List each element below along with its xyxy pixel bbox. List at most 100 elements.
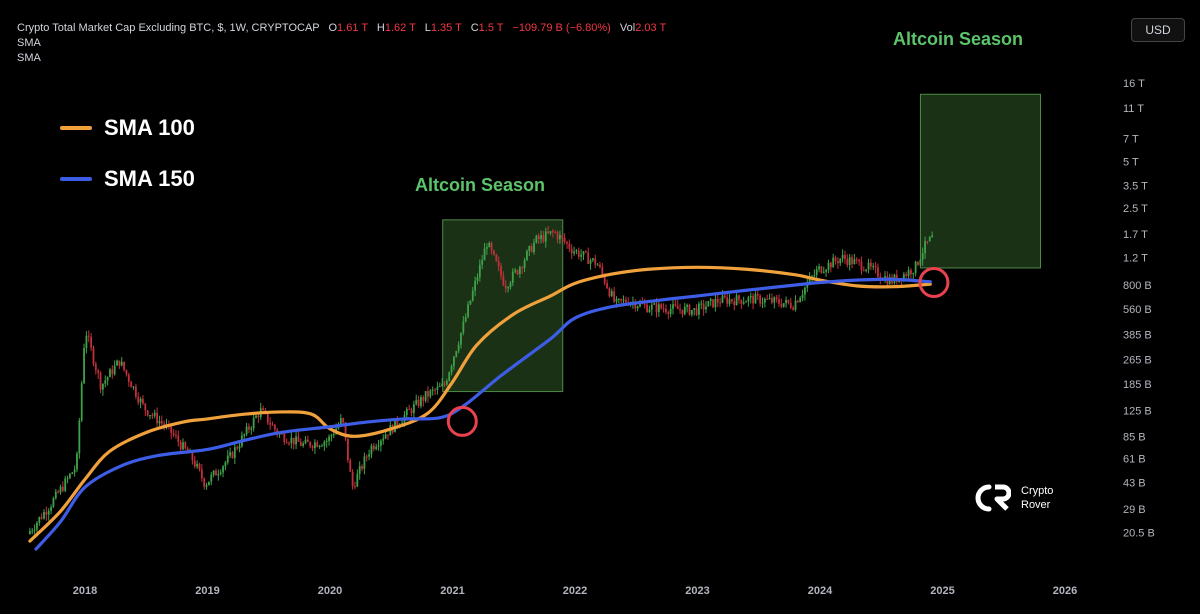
candle-body (858, 259, 861, 262)
candle-body (365, 456, 368, 458)
candle-body (90, 336, 93, 348)
sma150-line (34, 277, 932, 551)
candle-body (295, 436, 297, 445)
candle-body (730, 299, 733, 302)
candle-body (822, 271, 825, 273)
volume-key: Vol (619, 22, 636, 34)
candle-body (231, 452, 234, 458)
candle-body (865, 269, 868, 271)
candle-body (686, 304, 689, 307)
candle-body (170, 424, 173, 434)
candle-body (832, 257, 835, 268)
candle-body (742, 302, 745, 304)
candle-body (193, 460, 196, 467)
candle-body (396, 419, 399, 426)
x-tick-label: 2022 (563, 585, 587, 597)
candle-body (370, 445, 373, 455)
candle-body (76, 453, 78, 470)
candle-body (785, 299, 787, 304)
indicator-sma-1[interactable]: SMA (17, 37, 41, 49)
candle-body (592, 258, 594, 261)
x-tick-label: 2020 (318, 585, 342, 597)
candle-body (681, 309, 684, 315)
candle-body (252, 417, 255, 429)
candle-body (377, 445, 380, 447)
candle-body (735, 295, 738, 306)
candle-body (646, 304, 648, 313)
candle-body (914, 261, 917, 273)
candle-body (304, 439, 307, 444)
candle-body (172, 433, 175, 435)
legend-sma100: SMA 100 (60, 115, 195, 141)
candle-body (926, 241, 929, 243)
candle-body (700, 303, 703, 305)
candle-body (283, 433, 286, 443)
candle-body (674, 304, 677, 306)
y-tick-label: 265 B (1123, 355, 1152, 367)
x-tick-label: 2026 (1053, 585, 1077, 597)
candle-body (622, 299, 625, 301)
candle-body (99, 373, 102, 390)
candle-body (705, 306, 707, 310)
candle-body (54, 491, 57, 499)
candle-body (415, 399, 418, 405)
candle-body (544, 231, 547, 242)
candle-body (910, 270, 912, 275)
y-tick-label: 3.5 T (1123, 180, 1148, 192)
candle-body (297, 436, 300, 442)
candle-body (599, 264, 601, 267)
candle-body (716, 298, 719, 303)
candle-body (872, 266, 875, 268)
candle-body (45, 511, 48, 515)
candle-body (464, 316, 467, 322)
candle-body (64, 478, 67, 491)
candle-body (516, 270, 519, 275)
y-axis: 16 T 11 T 7 T 5 T 3.5 T 2.5 T 1.7 T 1.2 T 800 B 5… (1123, 78, 1155, 540)
candle-body (271, 424, 274, 426)
candle-body (787, 299, 790, 303)
brand-watermark: Crypto Rover (975, 484, 1053, 512)
candle-body (417, 399, 420, 407)
candle-body (177, 435, 180, 442)
candle-body (363, 456, 366, 469)
candle-body (584, 251, 587, 253)
candle-body (292, 437, 295, 445)
high-key: H (376, 22, 385, 34)
candle-body (818, 266, 820, 270)
candle-body (208, 481, 210, 486)
candle-body (570, 248, 573, 254)
candle-body (478, 264, 481, 278)
candle-body (789, 302, 792, 308)
candle-body (815, 269, 818, 275)
candle-body (116, 360, 118, 366)
candle-body (924, 241, 926, 254)
candles (28, 226, 934, 535)
candle-body (634, 301, 637, 309)
candle-body (839, 258, 842, 264)
currency-button[interactable]: USD (1131, 18, 1185, 42)
candle-body (804, 287, 806, 295)
candle-body (469, 300, 472, 305)
candle-body (723, 295, 726, 298)
candle-body (921, 253, 924, 260)
candle-body (200, 469, 203, 479)
candle-body (83, 347, 85, 384)
brand-line2: Rover (1021, 499, 1051, 511)
candle-body (698, 303, 700, 315)
candle-body (563, 237, 566, 242)
candle-body (483, 248, 486, 261)
candle-body (448, 372, 451, 381)
candle-body (537, 235, 540, 239)
candle-body (111, 369, 114, 375)
candle-body (745, 301, 747, 303)
candle-body (47, 510, 50, 515)
candle-body (778, 299, 780, 304)
candle-body (318, 445, 321, 447)
candle-body (844, 254, 846, 259)
y-tick-label: 1.2 T (1123, 253, 1148, 265)
candle-body (471, 290, 474, 301)
candle-body (245, 426, 248, 435)
symbol-title[interactable]: Crypto Total Market Cap Excluding BTC, $… (17, 22, 320, 34)
indicator-sma-2[interactable]: SMA (17, 52, 41, 64)
